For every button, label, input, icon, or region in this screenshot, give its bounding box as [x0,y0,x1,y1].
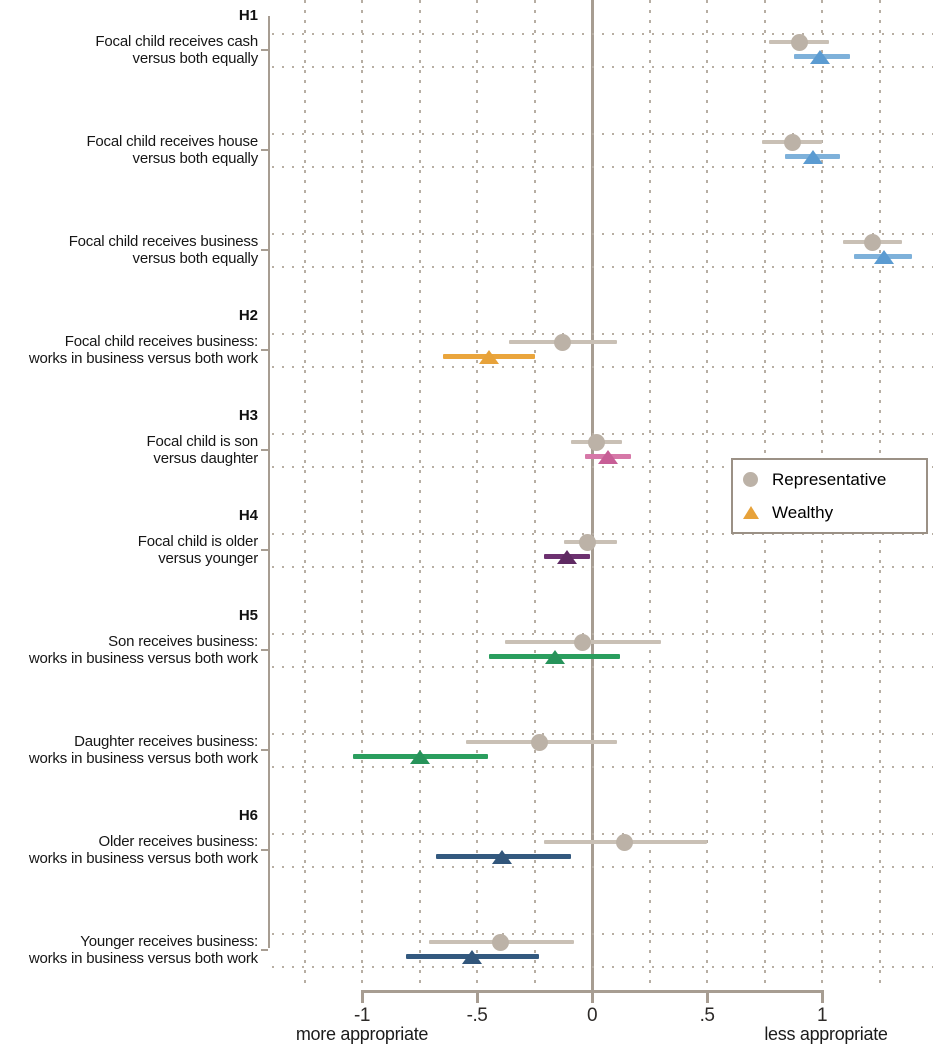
marker-representative [790,33,808,51]
marker-representative [783,133,801,151]
x-tick [705,990,709,1003]
bracket-tick [261,449,268,451]
zero-line [590,0,594,990]
h-gridline [272,766,933,768]
h-gridline [272,333,933,335]
bracket-tick [261,349,268,351]
x-tick [475,990,479,1003]
coef-label: Focal child receives business: works in b… [28,333,258,367]
v-gridline [418,0,421,988]
coef-label: Focal child receives business versus both… [68,233,258,267]
h-gridline [272,966,933,968]
h-gridline [272,933,933,935]
coef-label: Younger receives business: works in busin… [28,933,258,967]
x-tick-label: 0 [586,1005,598,1026]
v-gridline [361,0,363,988]
x-tick-label: -.5 [466,1005,488,1026]
bracket-tick [261,149,268,151]
bracket-tick [261,749,268,751]
v-gridline [303,0,306,988]
h-gridline [272,566,933,568]
h-gridline [272,533,933,535]
coef-label: Son receives business: works in business … [28,633,258,667]
representative-circle-icon [743,472,758,487]
marker-wealthy [598,450,619,464]
v-gridline [648,0,651,988]
coef-label: Focal child receives cash versus both equ… [95,33,258,67]
h-gridline [272,733,933,735]
wealthy-triangle-icon [743,506,759,519]
x-tick [360,990,364,1003]
h-gridline [272,166,933,168]
group-header: H1 [238,7,258,24]
bracket-tick [261,49,268,51]
x-tick-label: -1 [354,1005,370,1026]
coef-label: Focal child receives house versus both eq… [86,133,258,167]
group-header: H3 [238,407,258,424]
h-gridline [272,266,933,268]
legend-label-wealthy: Wealthy [772,502,834,522]
h-gridline [272,866,933,868]
group-header: H2 [238,307,258,324]
legend-item-representative: Representative [733,463,926,496]
bracket-tick [261,649,268,651]
bracket-tick [261,849,268,851]
h-gridline [272,433,933,435]
marker-wealthy [462,950,483,964]
v-gridline [533,0,536,988]
x-tick-label: 1 [816,1005,828,1026]
marker-representative [864,233,882,251]
coef-label: Daughter receives business: works in busi… [28,733,258,767]
h-gridline [272,466,933,468]
marker-representative [553,333,571,351]
marker-representative [578,533,596,551]
h-gridline [272,33,933,35]
h-gridline [272,633,933,635]
bracket-tick [261,549,268,551]
x-tick [820,990,824,1003]
x-axis-label-right: less appropriate [764,1024,888,1044]
marker-representative [574,633,592,651]
group-header: H5 [238,607,258,624]
marker-wealthy [802,150,823,164]
h-gridline [272,366,933,368]
v-gridline [706,0,708,988]
legend-label-representative: Representative [772,469,887,489]
marker-wealthy [409,750,430,764]
bracket-tick [261,249,268,251]
marker-wealthy [478,350,499,364]
legend: Representative Wealthy [731,458,928,534]
v-gridline [476,0,478,988]
h-gridline [272,666,933,668]
x-axis-label-left: more appropriate [295,1024,429,1044]
coef-label: Older receives business: works in busines… [28,833,258,867]
h-gridline [272,233,933,235]
x-tick [590,990,594,1003]
marker-representative [588,433,606,451]
marker-wealthy [809,50,830,64]
h-gridline [272,133,933,135]
group-header: H4 [238,507,258,524]
y-axis-bracket [268,16,270,948]
marker-representative [530,733,548,751]
bracket-tick [261,949,268,951]
h-gridline [272,833,933,835]
h-gridline [272,66,933,68]
coef-label: Focal child is son versus daughter [146,433,259,467]
group-header: H6 [238,807,258,824]
marker-representative [491,933,509,951]
marker-representative [615,833,633,851]
legend-item-wealthy: Wealthy [733,496,926,529]
marker-wealthy [874,250,895,264]
marker-wealthy [492,850,513,864]
x-tick-label: .5 [699,1005,715,1026]
coef-label: Focal child is older versus younger [137,533,258,567]
marker-wealthy [556,550,577,564]
marker-wealthy [545,650,566,664]
